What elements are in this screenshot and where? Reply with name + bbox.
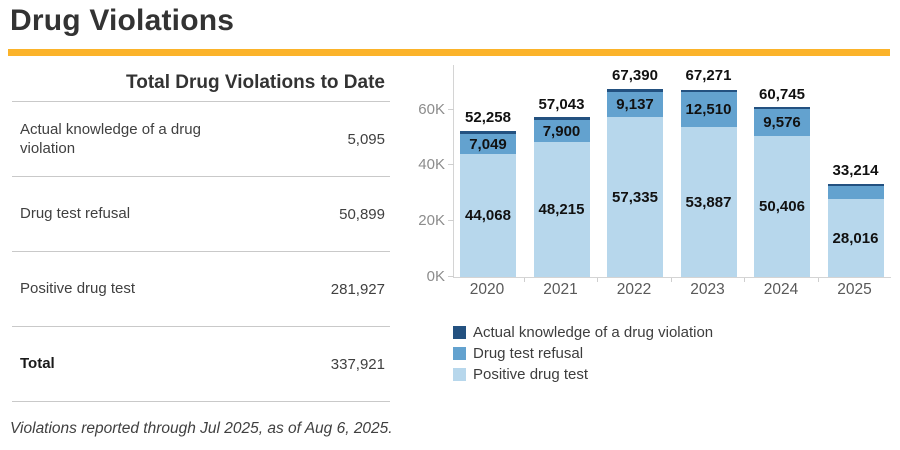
bar-2025[interactable]: 28,016 bbox=[827, 184, 884, 277]
row-label: Positive drug test bbox=[20, 280, 136, 298]
legend-swatch bbox=[453, 326, 466, 339]
bar-segment[interactable]: 44,068 bbox=[460, 154, 516, 277]
table-title: Total Drug Violations to Date bbox=[12, 64, 390, 102]
legend-label: Positive drug test bbox=[473, 366, 589, 383]
y-axis-tick bbox=[448, 164, 454, 165]
legend-item[interactable]: Drug test refusal bbox=[453, 343, 713, 364]
table-row: Positive drug test 281,927 bbox=[12, 252, 390, 327]
footnote: Violations reported through Jul 2025, as… bbox=[10, 420, 393, 437]
bar-2020[interactable]: 44,068 7,049 bbox=[460, 131, 516, 277]
legend-label: Drug test refusal bbox=[473, 345, 584, 362]
legend-swatch bbox=[453, 368, 466, 381]
x-axis-tick bbox=[744, 278, 746, 282]
y-axis-label: 60K bbox=[418, 101, 445, 118]
bar-2023[interactable]: 53,887 12,510 bbox=[680, 90, 737, 277]
y-axis-label: 20K bbox=[418, 212, 445, 229]
x-axis-tick bbox=[670, 278, 672, 282]
summary-table: Total Drug Violations to Date Actual kno… bbox=[12, 64, 390, 402]
y-axis-label: 0K bbox=[426, 268, 445, 285]
bar-total-label: 52,258 bbox=[465, 109, 511, 126]
bar-segment[interactable] bbox=[607, 89, 663, 92]
x-axis-tick bbox=[597, 278, 599, 282]
plot-area: 44,068 7,049 52,258 48,215 7,900 57,043 57,335… bbox=[448, 65, 891, 278]
bar-segment[interactable] bbox=[754, 107, 810, 109]
bar-segment[interactable]: 48,215 bbox=[533, 142, 590, 277]
bar-2024[interactable]: 50,406 9,576 bbox=[754, 107, 810, 277]
bar-segment[interactable]: 7,900 bbox=[533, 120, 590, 142]
row-value: 50,899 bbox=[339, 205, 385, 223]
bar-segment[interactable] bbox=[533, 117, 590, 120]
violations-bar-chart: 44,068 7,049 52,258 48,215 7,900 57,043 57,335… bbox=[405, 65, 900, 305]
row-label: Actual knowledge of a drug violation bbox=[20, 120, 201, 158]
x-axis-tick bbox=[523, 278, 525, 282]
table-row: Total 337,921 bbox=[12, 327, 390, 402]
row-value: 337,921 bbox=[330, 355, 385, 373]
y-axis-label: 40K bbox=[418, 156, 445, 173]
legend-swatch bbox=[453, 347, 466, 360]
x-axis-label: 2025 bbox=[837, 281, 872, 298]
bar-segment[interactable]: 50,406 bbox=[754, 136, 810, 277]
bar-segment[interactable]: 7,049 bbox=[460, 134, 516, 154]
page-title: Drug Violations bbox=[10, 4, 235, 37]
table-row: Drug test refusal 50,899 bbox=[12, 177, 390, 252]
bar-total-label: 57,043 bbox=[538, 96, 585, 113]
bar-total-label: 67,390 bbox=[612, 67, 658, 84]
bar-segment[interactable] bbox=[827, 184, 884, 186]
y-axis-tick bbox=[448, 220, 454, 221]
row-value: 5,095 bbox=[347, 130, 385, 148]
x-axis-label: 2023 bbox=[690, 281, 725, 298]
bar-total-label: 67,271 bbox=[685, 67, 732, 84]
legend-label: Actual knowledge of a drug violation bbox=[473, 324, 714, 341]
y-axis-tick bbox=[448, 276, 454, 277]
bar-segment[interactable] bbox=[827, 186, 884, 199]
row-label: Total bbox=[20, 355, 55, 373]
bar-segment[interactable]: 9,576 bbox=[754, 109, 810, 136]
bar-2021[interactable]: 48,215 7,900 bbox=[533, 117, 590, 277]
x-axis-label: 2024 bbox=[763, 281, 799, 298]
row-label: Drug test refusal bbox=[20, 205, 131, 223]
bar-segment[interactable] bbox=[460, 131, 516, 134]
bar-total-label: 60,745 bbox=[759, 86, 805, 103]
y-axis-tick bbox=[448, 109, 454, 110]
bar-total-label: 33,214 bbox=[832, 162, 879, 179]
legend-item[interactable]: Actual knowledge of a drug violation bbox=[453, 322, 713, 343]
bar-segment[interactable]: 53,887 bbox=[680, 127, 737, 277]
x-axis-label: 2020 bbox=[469, 281, 505, 298]
x-axis-label: 2021 bbox=[543, 281, 578, 298]
bar-2022[interactable]: 57,335 9,137 bbox=[607, 89, 663, 277]
bar-segment[interactable]: 12,510 bbox=[680, 92, 737, 127]
bar-segment[interactable]: 28,016 bbox=[827, 199, 884, 277]
row-value: 281,927 bbox=[330, 280, 385, 298]
bar-segment[interactable] bbox=[680, 90, 737, 92]
accent-divider bbox=[8, 49, 890, 56]
x-axis-label: 2022 bbox=[616, 281, 652, 298]
bar-segment[interactable]: 57,335 bbox=[607, 117, 663, 277]
table-rows: Actual knowledge of a drug violation 5,09… bbox=[12, 102, 390, 402]
bar-segment[interactable]: 9,137 bbox=[607, 92, 663, 117]
table-row: Actual knowledge of a drug violation 5,09… bbox=[12, 102, 390, 177]
legend-item[interactable]: Positive drug test bbox=[453, 364, 713, 385]
x-axis-tick bbox=[817, 278, 819, 282]
chart-legend: Actual knowledge of a drug violation Drug… bbox=[453, 322, 713, 385]
